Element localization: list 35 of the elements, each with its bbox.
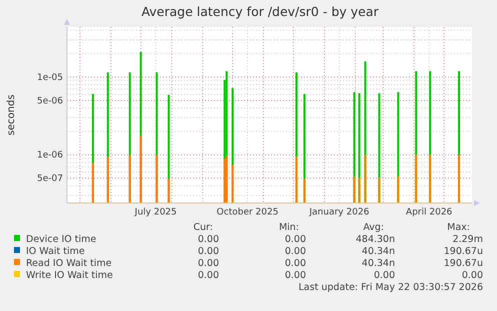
text: 40.34n <box>362 258 395 269</box>
text: 0.00 <box>284 258 306 269</box>
text: 0.00 <box>198 234 219 245</box>
text: 0.00 <box>284 234 306 245</box>
y-tick-label: 1e-06 <box>37 150 64 161</box>
text: Avg: <box>363 222 384 233</box>
text: 484.30n <box>356 234 395 245</box>
text: 0.00 <box>284 246 306 257</box>
text: 0.00 <box>198 270 219 281</box>
text: Min: <box>278 222 299 233</box>
text: 2.29m <box>452 234 483 245</box>
text: 0.00 <box>284 270 306 281</box>
y-tick-label: 5e-07 <box>37 174 63 184</box>
text: Last update: Fri May 22 03:30:57 2026 <box>298 282 483 293</box>
text: 0.00 <box>462 270 483 281</box>
y-tick-label: 5e-06 <box>37 96 64 106</box>
text: Cur: <box>193 222 213 233</box>
y-tick-label: 1e-05 <box>37 72 63 83</box>
legend-label: Read IO Wait time <box>26 258 112 269</box>
x-tick-label: July 2025 <box>134 207 177 218</box>
x-tick-label: April 2026 <box>406 207 453 218</box>
text: 0.00 <box>198 246 219 257</box>
text: 0.00 <box>374 270 395 281</box>
y-axis-title: seconds <box>6 94 17 136</box>
text: Max: <box>447 222 470 233</box>
legend-label: IO Wait time <box>26 246 85 257</box>
text: 0.00 <box>198 258 219 269</box>
text: 40.34n <box>362 246 395 257</box>
text: 190.67u <box>444 246 483 257</box>
x-tick-label: January 2026 <box>308 207 370 218</box>
legend-label: Write IO Wait time <box>26 270 114 281</box>
x-tick-label: October 2025 <box>216 207 278 218</box>
text: 190.67u <box>444 258 483 269</box>
chart-title: Average latency for /dev/sr0 - by year <box>141 4 380 19</box>
legend-label: Device IO time <box>26 234 96 245</box>
